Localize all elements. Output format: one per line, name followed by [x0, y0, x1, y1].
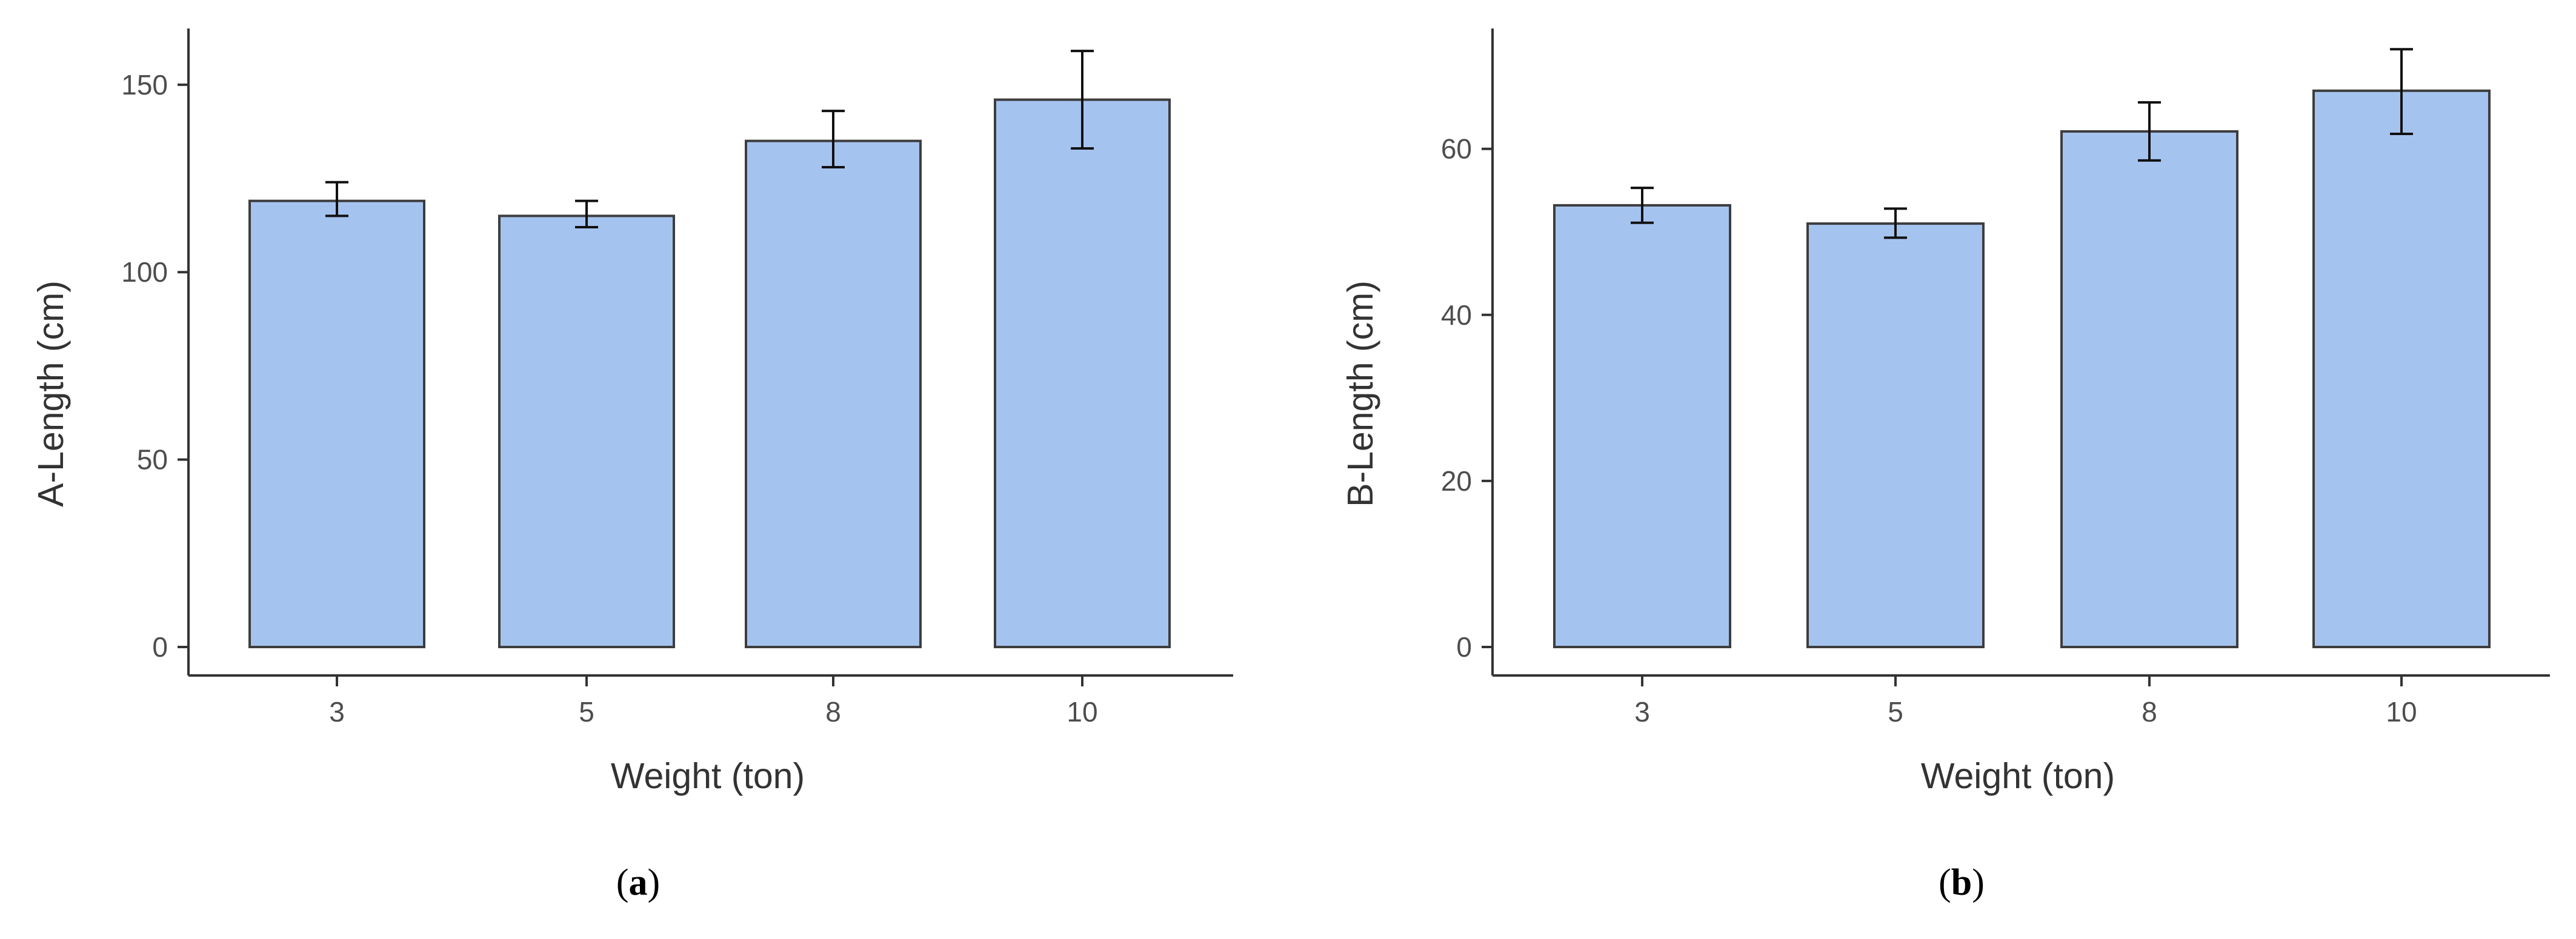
panel-label-a: (a)	[616, 862, 660, 903]
error-bar	[1884, 207, 1907, 239]
bar	[498, 214, 675, 649]
bar	[1806, 222, 1985, 648]
bar	[1553, 204, 1731, 648]
bar	[994, 98, 1171, 648]
x-axis-title-a: Weight (ton)	[611, 756, 805, 796]
x-tick-label: 10	[1067, 696, 1097, 728]
y-tick-label: 60	[1441, 133, 1472, 165]
error-bars-a	[325, 50, 1094, 228]
chart-panel-b: 0 20 40 60 3 5 8 10 B-Length (cm) Weight (ton)…	[1340, 28, 2550, 903]
error-bar	[325, 181, 348, 217]
error-bar	[1071, 50, 1094, 150]
x-tick-label: 10	[2386, 696, 2417, 728]
y-tick-label: 20	[1441, 465, 1472, 497]
y-tick-label: 0	[1456, 631, 1472, 663]
x-tick-label: 8	[2142, 696, 2157, 728]
y-ticks-b: 0 20 40 60	[1441, 133, 1493, 663]
chart-panel-a: 0 50 100 150 3 5 8 10 A-Length (cm) Weight (to…	[31, 28, 1233, 903]
x-ticks-a: 3 5 8 10	[329, 675, 1098, 728]
y-axis-title-b: B-Length (cm)	[1340, 280, 1380, 507]
y-tick-label: 0	[152, 631, 168, 663]
error-bar	[2390, 48, 2413, 136]
error-bar	[2138, 101, 2161, 162]
y-axis-title-a: A-Length (cm)	[31, 280, 71, 507]
error-bar	[1631, 187, 1654, 224]
x-tick-label: 8	[825, 696, 841, 728]
bar	[248, 199, 425, 649]
y-tick-label: 100	[121, 256, 168, 288]
y-tick-label: 40	[1441, 299, 1472, 331]
bar	[2060, 130, 2238, 649]
y-tick-label: 50	[137, 444, 168, 476]
x-ticks-b: 3 5 8 10	[1634, 675, 2417, 728]
x-tick-label: 3	[1634, 696, 1650, 728]
panel-label-b: (b)	[1939, 862, 1985, 903]
y-ticks-a: 0 50 100 150	[121, 69, 188, 663]
x-tick-label: 3	[329, 696, 345, 728]
error-bar	[575, 199, 598, 228]
x-axis-title-b: Weight (ton)	[1921, 756, 2115, 796]
bar-series-b	[1553, 89, 2491, 649]
bar-series-a	[248, 98, 1171, 649]
y-tick-label: 150	[121, 69, 168, 101]
x-tick-label: 5	[579, 696, 594, 728]
bar	[745, 139, 922, 649]
error-bars-b	[1631, 48, 2413, 239]
error-bar	[822, 110, 845, 168]
bar	[2312, 89, 2491, 649]
x-tick-label: 5	[1888, 696, 1903, 728]
